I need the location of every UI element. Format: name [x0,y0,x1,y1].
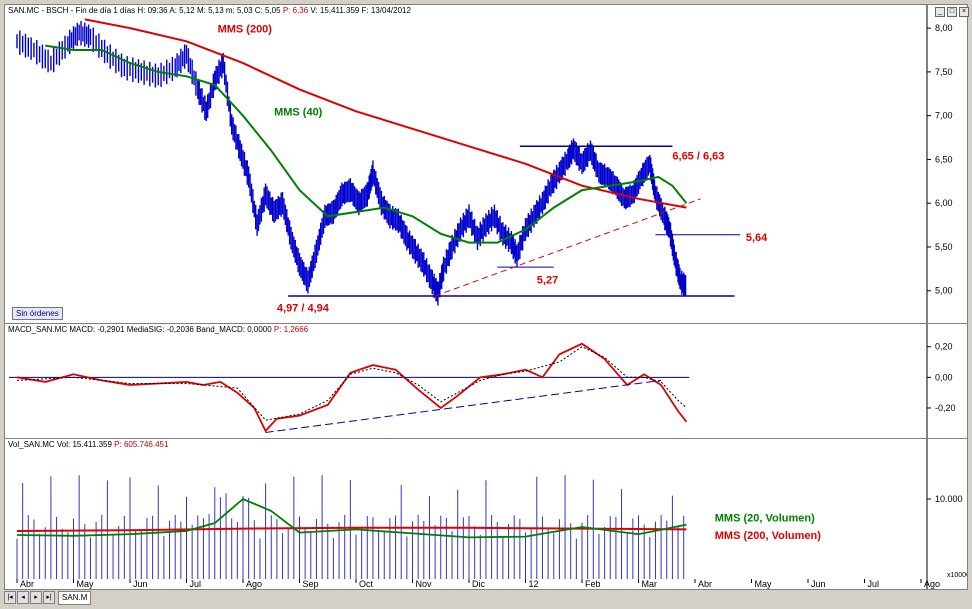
x-tick-label: Jul [868,579,880,589]
price-annotation: 4,97 / 4,94 [277,303,330,315]
macd-header-text: MACD_SAN.MC MACD: -0,2901 MediaSIG: -0,2… [8,325,272,334]
x-tick-label: Abr [698,579,712,589]
price-header-text: SAN.MC - BSCH - Fin de día 1 días H: 09:… [8,6,281,15]
y-tick-label: 8,00 [935,23,953,33]
symbol-tab[interactable]: SAN.M [58,590,92,605]
macd-header: MACD_SAN.MC MACD: -0,2901 MediaSIG: -0,2… [8,325,308,334]
vol-mms20-line [16,497,687,539]
price-annotation: 5,64 [746,232,768,244]
macd-line [16,342,688,433]
volume-multiplier: x10000 [947,572,967,579]
x-tick-label: Jul [190,579,202,589]
signal-line [16,346,687,421]
y-tick-label: 10.000 [935,494,963,504]
next-icon[interactable]: ▸ [30,591,42,604]
volume-chart: 10.000 x10000 MMS (20, Volumen) MMS (200, V… [16,439,967,589]
price-chart: 8,00 7,50 7,00 6,50 6,00 5,50 5,00 MMS (200) MMS… [16,5,953,323]
price-annotation: 5,27 [537,275,558,287]
sin-ordenes-button[interactable]: Sin órdenes [12,307,63,320]
x-tick-label: Jun [133,579,148,589]
x-tick-label: Dic [472,579,485,589]
price-annotation: MMS (200) [218,24,273,36]
y-tick-label: 7,50 [935,67,953,77]
y-tick-label: 5,50 [935,242,953,252]
volume-header-change: P: 605.746.451 [114,440,169,449]
price-header-change: P: 6,36 [282,6,309,15]
price-header-tail: V: 15.411.359 F: 13/04/2012 [310,6,411,15]
x-tick-label: Nov [416,579,433,589]
macd-trend-line [265,379,662,433]
y-tick-label: 0,20 [935,342,953,352]
y-tick-label: 0,00 [935,372,953,382]
navigation-bar: |◂ ◂ ▸ ▸| SAN.M [4,590,92,605]
last-icon[interactable]: ▸| [43,591,55,604]
minimize-icon[interactable]: _ [935,7,945,17]
x-tick-label: May [755,579,773,589]
x-tick-label: Ago [924,579,940,589]
x-tick-label: May [77,579,95,589]
mms40-line [45,44,688,244]
price-header: SAN.MC - BSCH - Fin de día 1 días H: 09:… [8,6,411,15]
x-tick-label: 12 [529,579,539,589]
x-tick-label: Jun [811,579,826,589]
x-tick-label: Oct [359,579,374,589]
x-tick-label: Abr [20,579,34,589]
y-tick-label: 6,00 [935,198,953,208]
price-panel: SAN.MC - BSCH - Fin de día 1 días H: 09:… [4,4,969,324]
first-icon[interactable]: |◂ [4,591,16,604]
y-tick-label: 5,00 [935,286,953,296]
macd-header-change: P: 1,2666 [273,325,309,334]
volume-header: Vol_SAN.MC Vol: 15.411.359 P: 605.746.45… [8,440,168,449]
vol-annotation: MMS (20, Volumen) [715,512,815,524]
macd-panel: MACD_SAN.MC MACD: -0,2901 MediaSIG: -0,2… [4,323,968,439]
x-tick-label: Mar [642,579,658,589]
price-annotation: 6,65 / 6,63 [672,150,724,162]
macd-chart: 0,20 0,00 -0,20 [9,324,956,438]
y-tick-label: -0,20 [935,403,956,413]
volume-panel: Vol_SAN.MC Vol: 15.411.359 P: 605.746.45… [4,438,968,590]
vol-annotation: MMS (200, Volumen) [715,530,821,542]
mms200-line [84,18,687,209]
vol-mms200-line [16,526,687,532]
maximize-icon[interactable]: □ [947,7,957,17]
prev-icon[interactable]: ◂ [17,591,29,604]
x-tick-label: Ago [246,579,262,589]
y-tick-label: 7,00 [935,111,953,121]
close-icon[interactable]: × [959,7,969,17]
y-tick-label: 6,50 [935,154,953,164]
x-tick-label: Feb [585,579,601,589]
trend-line [434,198,701,297]
price-annotation: MMS (40) [274,107,323,119]
volume-header-text: Vol_SAN.MC Vol: 15.411.359 [8,440,112,449]
x-tick-label: Sep [303,579,319,589]
